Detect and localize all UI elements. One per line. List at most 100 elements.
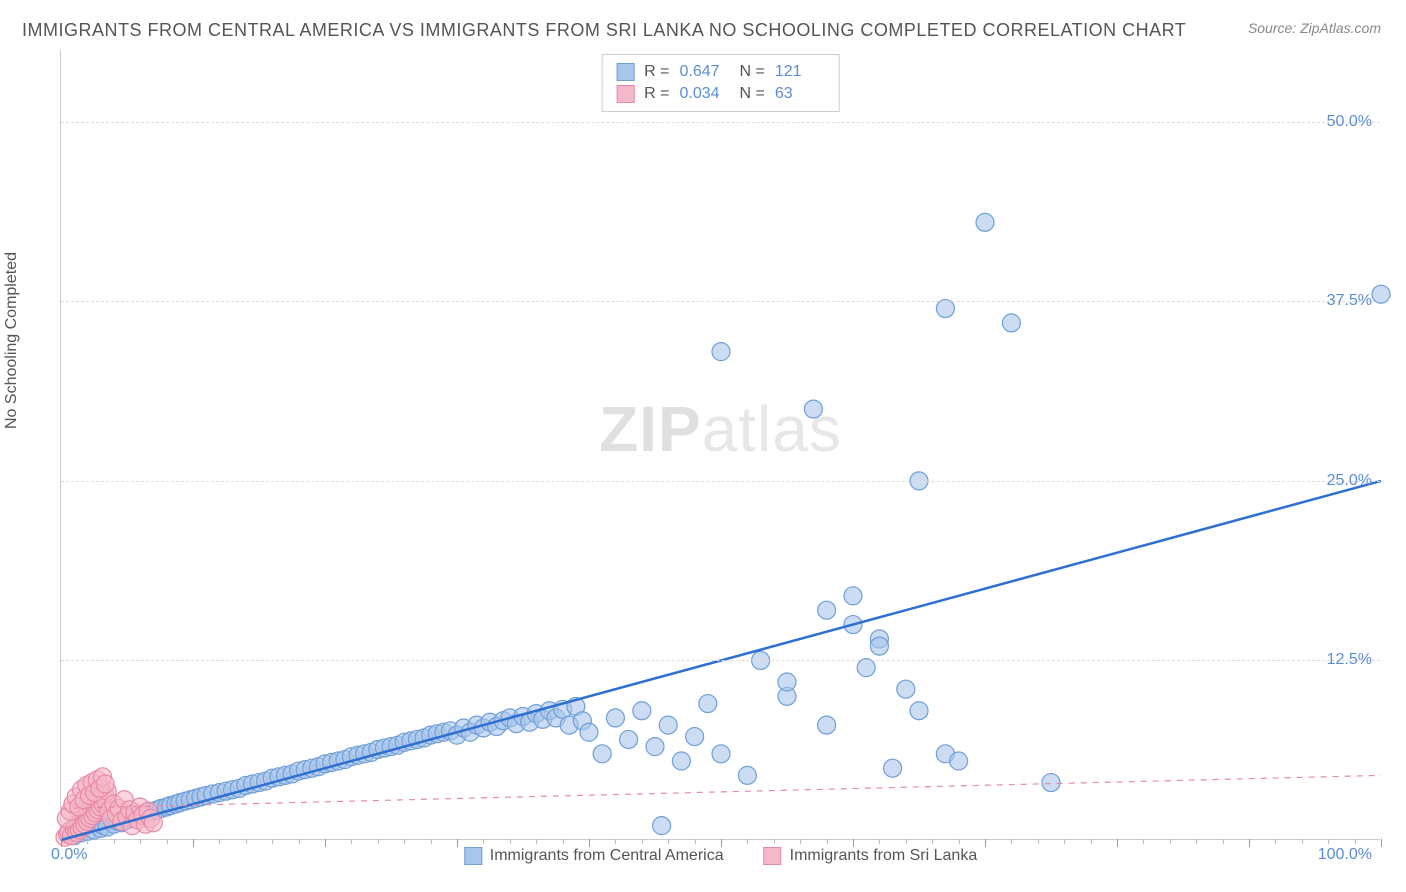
x-tick-minor [1275, 839, 1276, 844]
scatter-point [659, 716, 677, 734]
x-tick-major [325, 839, 326, 847]
scatter-point [646, 738, 664, 756]
y-axis-label: No Schooling Completed [3, 252, 21, 429]
x-tick-minor [140, 839, 141, 844]
source-attribution: Source: ZipAtlas.com [1248, 20, 1381, 36]
x-tick-minor [167, 839, 168, 844]
scatter-point [844, 587, 862, 605]
scatter-point [976, 213, 994, 231]
legend-item: Immigrants from Central America [464, 847, 724, 865]
gridline [61, 481, 1380, 482]
x-tick-minor [1091, 839, 1092, 844]
x-tick-minor [1064, 839, 1065, 844]
x-tick-minor [219, 839, 220, 844]
legend-swatch-icon [464, 847, 482, 865]
scatter-point [1002, 314, 1020, 332]
x-tick-minor [246, 839, 247, 844]
scatter-point [580, 723, 598, 741]
gridline [61, 660, 1380, 661]
x-tick-major [589, 839, 590, 847]
legend-label: Immigrants from Sri Lanka [790, 847, 978, 865]
x-tick-minor [1170, 839, 1171, 844]
x-tick-minor [1355, 839, 1356, 844]
x-tick-minor [1196, 839, 1197, 844]
x-tick-minor [351, 839, 352, 844]
x-tick-minor [959, 839, 960, 844]
x-tick-minor [114, 839, 115, 844]
x-tick-minor [1302, 839, 1303, 844]
scatter-point [818, 716, 836, 734]
gridline [61, 301, 1380, 302]
x-tick-major [1117, 839, 1118, 847]
scatter-point [738, 766, 756, 784]
x-tick-minor [510, 839, 511, 844]
x-axis-max-label: 100.0% [1318, 846, 1372, 864]
x-tick-major [61, 839, 62, 847]
scatter-point [606, 709, 624, 727]
x-tick-major [1381, 839, 1382, 847]
x-tick-minor [563, 839, 564, 844]
scatter-point [870, 637, 888, 655]
x-tick-minor [879, 839, 880, 844]
scatter-point [897, 680, 915, 698]
scatter-point [699, 695, 717, 713]
legend-item: Immigrants from Sri Lanka [764, 847, 978, 865]
plot-svg [61, 50, 1380, 839]
x-tick-minor [483, 839, 484, 844]
x-tick-minor [668, 839, 669, 844]
x-tick-minor [1038, 839, 1039, 844]
scatter-point [1042, 774, 1060, 792]
x-tick-minor [774, 839, 775, 844]
x-tick-major [1249, 839, 1250, 847]
x-tick-minor [1328, 839, 1329, 844]
bottom-legend: Immigrants from Central America Immigran… [464, 847, 977, 865]
scatter-point [778, 673, 796, 691]
y-tick-label: 12.5% [1327, 651, 1372, 669]
x-tick-minor [906, 839, 907, 844]
x-tick-minor [404, 839, 405, 844]
gridline [61, 122, 1380, 123]
x-tick-minor [695, 839, 696, 844]
x-tick-minor [642, 839, 643, 844]
scatter-point [633, 702, 651, 720]
scatter-point [884, 759, 902, 777]
y-tick-label: 37.5% [1327, 292, 1372, 310]
x-tick-minor [299, 839, 300, 844]
x-tick-minor [378, 839, 379, 844]
x-tick-minor [747, 839, 748, 844]
scatter-point [910, 702, 928, 720]
x-tick-minor [615, 839, 616, 844]
x-tick-minor [536, 839, 537, 844]
x-tick-minor [1143, 839, 1144, 844]
scatter-point [96, 775, 114, 793]
scatter-point [672, 752, 690, 770]
x-tick-minor [800, 839, 801, 844]
scatter-point [712, 745, 730, 763]
x-tick-minor [431, 839, 432, 844]
scatter-point [804, 400, 822, 418]
y-tick-label: 50.0% [1327, 113, 1372, 131]
x-tick-major [985, 839, 986, 847]
y-tick-label: 25.0% [1327, 472, 1372, 490]
x-tick-major [457, 839, 458, 847]
scatter-point [653, 817, 671, 835]
x-tick-minor [1223, 839, 1224, 844]
x-tick-major [721, 839, 722, 847]
plot-area: ZIPatlas R = 0.647 N = 121 R = 0.034 N =… [60, 50, 1380, 840]
x-tick-minor [1011, 839, 1012, 844]
scatter-point [593, 745, 611, 763]
scatter-point [818, 601, 836, 619]
x-tick-minor [272, 839, 273, 844]
scatter-point [620, 730, 638, 748]
scatter-point [712, 343, 730, 361]
scatter-point [686, 728, 704, 746]
x-tick-major [853, 839, 854, 847]
scatter-point [950, 752, 968, 770]
x-axis-min-label: 0.0% [51, 846, 87, 864]
x-tick-minor [827, 839, 828, 844]
legend-label: Immigrants from Central America [490, 847, 724, 865]
x-tick-major [193, 839, 194, 847]
x-tick-minor [87, 839, 88, 844]
x-tick-minor [932, 839, 933, 844]
legend-swatch-icon [764, 847, 782, 865]
